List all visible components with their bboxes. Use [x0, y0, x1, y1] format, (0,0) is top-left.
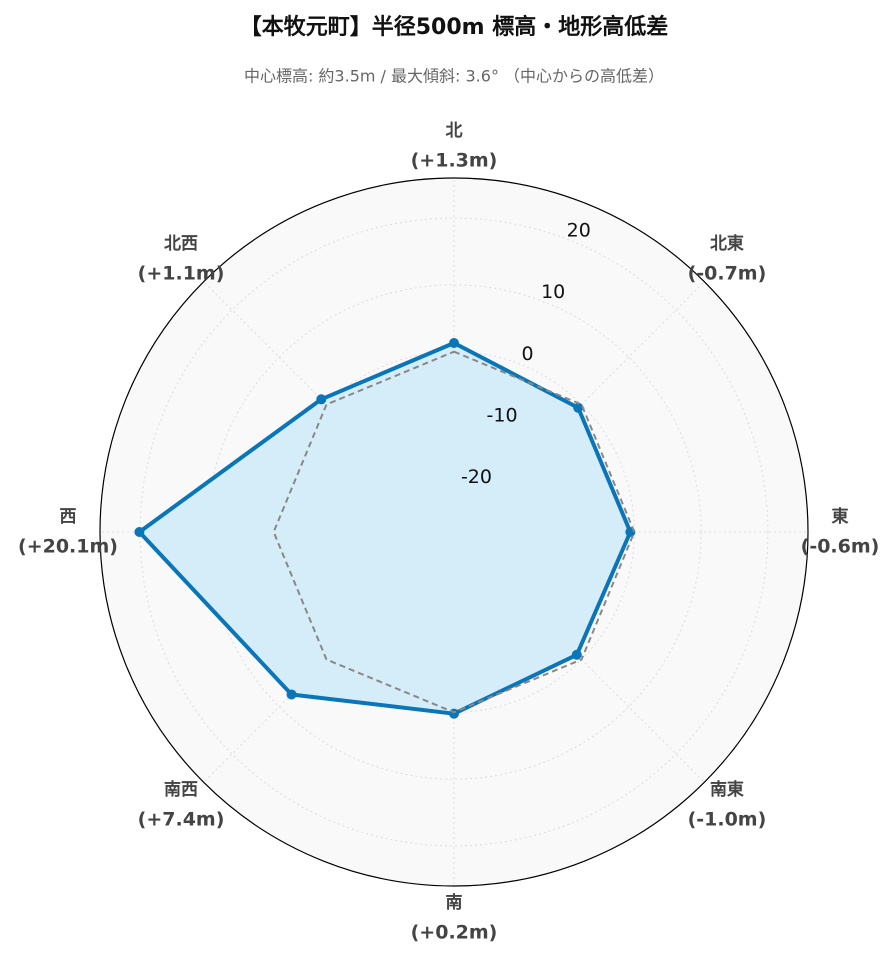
point	[571, 649, 582, 660]
outer-ring	[99, 177, 809, 887]
category-label: 東	[832, 506, 849, 527]
category-label: 北	[446, 121, 463, 141]
chart-subtitle: 中心標高: 約3.5m / 最大傾斜: 3.6° （中心からの高低差）	[244, 67, 664, 86]
chart-title: 【本牧元町】半径500m 標高・地形高低差	[240, 14, 669, 40]
value-label: (-0.6m)	[801, 536, 880, 558]
r-tick-label: 0	[522, 343, 534, 365]
r-tick-label: 20	[567, 219, 591, 241]
category-label: 南西	[164, 779, 198, 800]
value-label: (-1.0m)	[688, 808, 767, 830]
value-label: (-0.7m)	[688, 263, 767, 285]
category-label: 南	[446, 892, 463, 913]
r-tick-label: -20	[461, 466, 492, 488]
category-label: 北東	[710, 233, 744, 254]
point	[316, 394, 327, 405]
category-label: 北西	[164, 234, 198, 254]
point	[286, 689, 297, 700]
value-label: (+0.2m)	[411, 922, 498, 944]
value-label: (+20.1m)	[18, 536, 118, 558]
value-label: (+1.1m)	[138, 263, 225, 285]
point	[573, 402, 584, 413]
category-label: 南東	[710, 779, 744, 800]
point	[134, 527, 145, 537]
value-label: (+7.4m)	[138, 808, 225, 830]
r-tick-label: 10	[541, 281, 565, 303]
area	[139, 342, 631, 714]
point	[449, 337, 459, 348]
r-tick-label: -10	[487, 405, 518, 427]
category-label: 西	[60, 507, 77, 527]
value-label: (+1.3m)	[411, 150, 498, 172]
reference-line	[272, 350, 636, 714]
point	[449, 708, 459, 719]
